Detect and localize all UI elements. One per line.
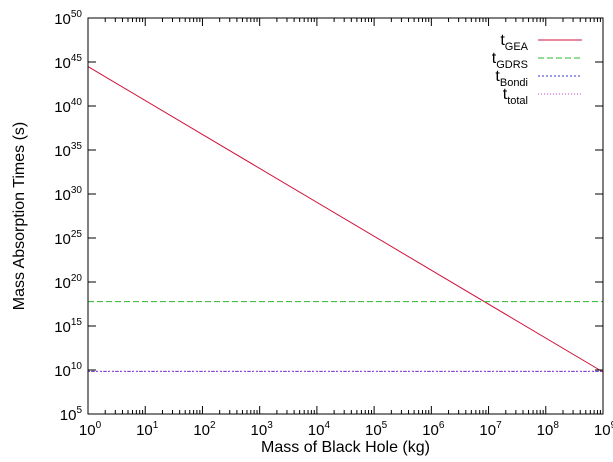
y-axis-title: Mass Absorption Times (s) (11, 122, 28, 311)
y-tick-label: 1025 (54, 229, 82, 248)
x-tick-label: 101 (136, 420, 159, 439)
y-tick-label: 1010 (54, 361, 82, 380)
series-line-gea (87, 66, 604, 373)
ticks-layer: 100 101 102 103 104 105 106 107 108 109 105 1010 101… (54, 9, 613, 439)
series-layer (87, 66, 604, 373)
x-tick-label: 107 (479, 420, 502, 439)
y-tick-label: 1035 (54, 141, 82, 160)
legend-label-gdrs: tGDRS (492, 50, 528, 71)
legend-label-total: ttotal (503, 86, 528, 107)
y-tick-label: 105 (60, 405, 83, 424)
x-tick-label: 103 (251, 420, 274, 439)
legend-label-bondi: tBondi (495, 68, 528, 89)
x-tick-label: 106 (422, 420, 445, 439)
y-tick-label: 1020 (54, 273, 82, 292)
x-tick-label: 108 (537, 420, 560, 439)
x-tick-label: 100 (79, 420, 102, 439)
x-axis-title: Mass of Black Hole (kg) (261, 439, 430, 456)
plot-frame (87, 17, 604, 415)
y-tick-label: 1040 (54, 97, 82, 116)
legend-label-gea: tGEA (500, 32, 528, 53)
y-tick-label: 1045 (54, 53, 82, 72)
x-tick-label: 105 (365, 420, 388, 439)
x-tick-label: 104 (308, 420, 331, 439)
y-tick-label: 1015 (54, 317, 82, 336)
x-tick-label: 109 (594, 420, 613, 439)
y-tick-label: 1030 (54, 185, 82, 204)
y-tick-label: 1050 (54, 9, 82, 28)
x-tick-label: 102 (193, 420, 216, 439)
